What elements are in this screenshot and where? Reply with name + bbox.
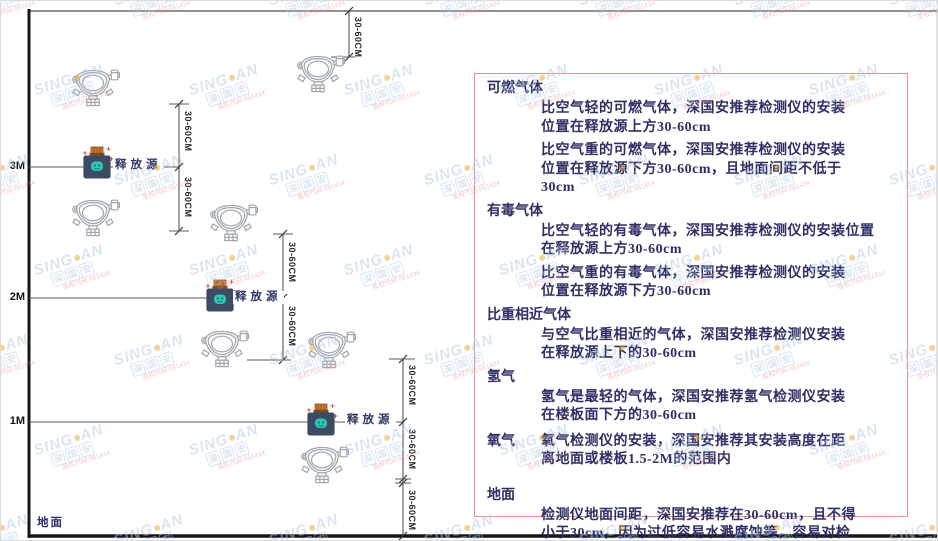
dimension-label: 30-60CM: [353, 17, 363, 58]
panel-text-line: 位置在释放源上方30-60cm: [541, 119, 712, 135]
paragraph: 比空气轻的可燃气体，深国安推荐检测仪的安装 位置在释放源上方30-60cm: [541, 100, 895, 137]
panel-section-4: 氧气 氧气检测仪的安装，深国安推荐其安装高度在距 离地面或楼板1.5-2M的范围内: [487, 431, 895, 475]
gas-detector-icon: [201, 330, 249, 368]
dimension-tick: [174, 162, 184, 172]
panel-text-line: 比空气轻的可燃气体，深国安推荐检测仪的安装: [541, 101, 846, 116]
gas-detector-icon: [210, 204, 258, 242]
paragraph: 氧气检测仪的安装，深国安推荐其安装高度在距 离地面或楼板1.5-2M的范围内: [541, 433, 895, 470]
section-paragraphs: 检测仪地面间距，深国安推荐在30-60cm，且不得 小于30cm，因为过低容易水溅…: [541, 507, 895, 541]
section-paragraphs: 比空气轻的可燃气体，深国安推荐检测仪的安装 位置在释放源上方30-60cm 比空气重…: [541, 100, 895, 198]
dimension-extension-bars: [169, 56, 415, 484]
panel-section-0: 可燃气体比空气轻的可燃气体，深国安推荐检测仪的安装 位置在释放源上方30-60cm…: [487, 80, 895, 198]
gas-detector-icon: [72, 69, 121, 107]
panel-text-line: 氢气是最轻的气体，深国安推荐氢气检测仪安装: [541, 389, 846, 405]
panel-text-line: 30cm: [541, 180, 575, 195]
panel-sections: 可燃气体比空气轻的可燃气体，深国安推荐检测仪的安装 位置在释放源上方30-60cm…: [487, 80, 895, 541]
dimension-label: 30-60CM: [287, 242, 297, 283]
dimension-tick: [398, 531, 408, 540]
release-source-label: 释放源: [345, 414, 396, 427]
panel-text-line: 检测仪地面间距，深国安推荐在30-60cm，且不得: [541, 507, 857, 523]
panel-section-5: 地面检测仪地面间距，深国安推荐在30-60cm，且不得 小于30cm，因为过低容易…: [487, 487, 895, 541]
section-heading: 氧气: [487, 433, 515, 449]
release-source-label: 释放源: [113, 159, 164, 172]
section-heading: 可燃气体: [487, 81, 543, 96]
release-source-icon: [306, 403, 338, 436]
paragraph: 与空气比重相近的气体，深国安推荐检测仪安装 在释放源上下的30-60cm: [541, 327, 895, 364]
panel-section-3: 氢气氢气是最轻的气体，深国安推荐氢气检测仪安装 在楼板面下方的30-60cm: [487, 369, 895, 426]
section-paragraphs: 氢气是最轻的气体，深国安推荐氢气检测仪安装 在楼板面下方的30-60cm: [541, 389, 895, 426]
gas-detector-icon: [301, 446, 349, 484]
section-paragraphs: 与空气比重相近的气体，深国安推荐检测仪安装 在释放源上下的30-60cm: [541, 327, 895, 364]
axis-label-3m: 3M: [9, 160, 25, 172]
dimension-tick: [344, 6, 354, 16]
paragraph: 氢气是最轻的气体，深国安推荐氢气检测仪安装 在楼板面下方的30-60cm: [541, 389, 895, 426]
panel-text-line: 在楼板面下方的30-60cm: [541, 408, 697, 423]
release-sources: [82, 146, 338, 436]
dimension-label: 30-60CM: [407, 365, 417, 406]
panel-text-line: 位置在释放源下方30-60cm: [541, 284, 712, 299]
paragraph: 检测仪地面间距，深国安推荐在30-60cm，且不得 小于30cm，因为过低容易水溅…: [541, 507, 895, 541]
dimension-label: 30-60CM: [287, 306, 297, 347]
dimension-label: 30-60CM: [183, 177, 193, 218]
section-heading: 比重相近气体: [487, 307, 571, 323]
release-source-icon: [82, 146, 114, 179]
panel-text-line: 位置在释放源下方30-60cm，且地面间距不低于: [541, 161, 842, 177]
panel-text-line: 在释放源上下的30-60cm: [541, 346, 697, 361]
panel-text-line: 与空气比重相近的气体，深国安推荐检测仪安装: [541, 327, 846, 343]
panel-text-line: 氧气检测仪的安装，深国安推荐其安装高度在距: [541, 433, 846, 449]
release-source-label: 释放源: [233, 291, 284, 304]
panel-text-line: 离地面或楼板1.5-2M的范围内: [541, 452, 732, 467]
gas-detector-icon: [308, 331, 356, 369]
axis-label-1m: 1M: [9, 415, 25, 427]
dimension-label: 30-60CM: [407, 490, 417, 531]
paragraph: 比空气轻的有毒气体，深国安推荐检测仪的安装位置 在释放源上方30-60cm: [541, 223, 895, 260]
section-heading: 氢气: [487, 369, 515, 385]
panel-text-line: 比空气重的有毒气体，深国安推荐检测仪的安装: [541, 265, 846, 281]
dimension-label: 30-60CM: [407, 429, 417, 470]
section-paragraphs: 比空气轻的有毒气体，深国安推荐检测仪的安装位置 在释放源上方30-60cm 比空气重…: [541, 223, 895, 302]
panel-section-2: 比重相近气体与空气比重相近的气体，深国安推荐检测仪安装 在释放源上下的30-60c…: [487, 307, 895, 364]
panel-section-1: 有毒气体比空气轻的有毒气体，深国安推荐检测仪的安装位置 在释放源上方30-60cm…: [487, 203, 895, 302]
installation-notes-panel: 可燃气体比空气轻的可燃气体，深国安推荐检测仪的安装 位置在释放源上方30-60cm…: [474, 73, 908, 540]
dimension-label: 30-60CM: [183, 111, 193, 152]
dimension-tick: [398, 417, 408, 427]
paragraph: 比空气重的可燃气体，深国安推荐检测仪的安装 位置在释放源下方30-60cm，且地面…: [541, 142, 895, 198]
panel-text-line: 在释放源上方30-60cm: [541, 242, 683, 257]
section-heading: 地面: [487, 487, 515, 503]
ground-label: 地面: [37, 517, 64, 529]
section-paragraphs: 氧气检测仪的安装，深国安推荐其安装高度在距 离地面或楼板1.5-2M的范围内: [541, 431, 895, 475]
panel-text-line: 小于30cm，因为过低容易水溅腐蚀等，容易对检: [541, 526, 851, 541]
gas-detector-icon: [72, 199, 121, 237]
gas-detector-icon: [297, 55, 345, 93]
axis-label-2m: 2M: [9, 291, 25, 303]
section-heading: 有毒气体: [487, 203, 543, 219]
paragraph: 比空气重的有毒气体，深国安推荐检测仪的安装 位置在释放源下方30-60cm: [541, 265, 895, 302]
panel-text-line: 比空气轻的有毒气体，深国安推荐检测仪的安装位置: [541, 223, 875, 239]
release-source-icon: [205, 279, 237, 312]
panel-text-line: 比空气重的可燃气体，深国安推荐检测仪的安装: [541, 143, 846, 158]
